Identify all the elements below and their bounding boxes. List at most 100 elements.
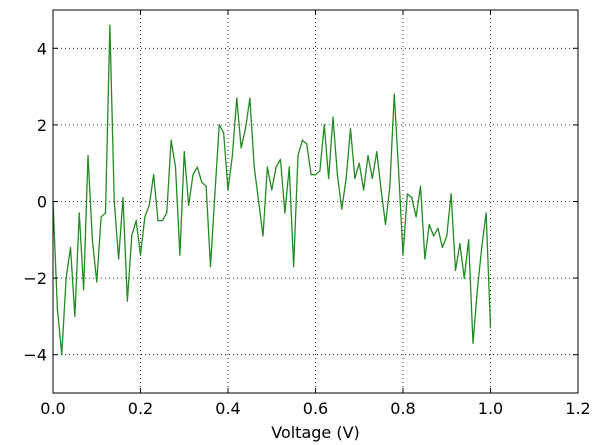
data-point [481, 246, 483, 249]
data-point [192, 174, 194, 176]
y-tick-label: 0 [37, 193, 47, 212]
data-point [144, 216, 146, 218]
data-point [328, 177, 330, 180]
data-point [170, 139, 172, 141]
x-tick-label: 0.6 [303, 399, 328, 418]
data-point [402, 254, 404, 256]
y-tick-label: −4 [23, 346, 47, 365]
data-point [153, 174, 155, 176]
tick-labels: 0.0 0.2 0.4 0.6 0.8 1.0 1.2 −4 −2 0 2 4 [23, 39, 590, 418]
data-point [437, 227, 439, 229]
data-point [345, 177, 347, 180]
data-point [441, 246, 443, 249]
data-point [131, 235, 133, 237]
data-point [205, 185, 207, 187]
data-point [384, 223, 387, 226]
data-point [139, 254, 142, 256]
x-tick-label: 0.0 [40, 399, 65, 418]
data-point [214, 193, 216, 195]
y-tick-label: 4 [37, 39, 47, 58]
plot-data [52, 24, 492, 356]
data-point [231, 154, 233, 157]
x-axis-label: Voltage (V) [271, 423, 360, 442]
data-point [446, 235, 448, 237]
data-point [249, 97, 251, 99]
data-point [450, 193, 452, 195]
data-point [104, 212, 107, 214]
data-point [415, 216, 417, 218]
data-point [367, 154, 369, 157]
data-point [376, 151, 378, 153]
data-point [65, 277, 67, 279]
data-point [389, 185, 391, 187]
data-point [341, 208, 343, 210]
x-tick-label: 0.8 [390, 399, 415, 418]
data-point [166, 212, 168, 214]
data-point [301, 139, 303, 141]
data-point [83, 288, 85, 291]
data-point [371, 177, 373, 180]
data-point [218, 124, 220, 126]
data-point [258, 200, 260, 203]
data-point [118, 258, 120, 260]
data-point [161, 220, 163, 222]
data-point [454, 269, 457, 272]
axis-ticks [52, 10, 579, 393]
data-point [61, 354, 63, 356]
data-point [332, 116, 334, 118]
data-point [201, 181, 203, 183]
data-point [122, 197, 124, 199]
data-point [310, 174, 312, 176]
data-point [406, 193, 408, 195]
data-point [74, 315, 76, 317]
data-point [253, 166, 255, 168]
data-point [78, 212, 80, 214]
data-point [87, 154, 89, 157]
data-point [336, 174, 338, 176]
x-tick-label: 0.4 [215, 399, 240, 418]
data-point [69, 246, 72, 249]
data-point [223, 131, 225, 134]
x-tick-label: 1.0 [478, 399, 503, 418]
data-point [476, 288, 478, 291]
data-point [463, 277, 465, 279]
data-point [428, 223, 430, 226]
data-point [109, 24, 111, 26]
data-point [363, 189, 365, 191]
data-point [306, 143, 308, 145]
data-point [96, 281, 98, 283]
x-tick-label: 0.2 [128, 399, 153, 418]
y-tick-label: −2 [23, 269, 47, 288]
data-point [433, 235, 435, 237]
data-point [100, 216, 102, 218]
data-point [179, 254, 181, 256]
x-tick-label: 1.2 [565, 399, 590, 418]
data-point [113, 200, 115, 203]
data-point [196, 166, 198, 168]
data-point [91, 239, 93, 241]
data-point [349, 128, 352, 130]
data-point [275, 166, 277, 168]
data-point [459, 243, 461, 245]
data-point [354, 177, 356, 180]
data-point [288, 166, 290, 168]
data-point [358, 162, 360, 164]
data-point [472, 342, 474, 344]
data-point [323, 124, 325, 126]
data-point [236, 97, 238, 99]
data-point [126, 300, 128, 302]
data-point [209, 266, 212, 268]
y-tick-label: 2 [37, 116, 47, 135]
data-point [227, 189, 229, 191]
data-point [485, 212, 487, 214]
data-point [174, 166, 177, 168]
data-point [157, 220, 159, 222]
data-point [411, 197, 413, 199]
data-point [393, 93, 395, 95]
data-point [319, 170, 321, 172]
data-point [380, 189, 382, 191]
data-point [240, 147, 242, 149]
data-point [56, 308, 58, 310]
data-point [271, 189, 273, 191]
